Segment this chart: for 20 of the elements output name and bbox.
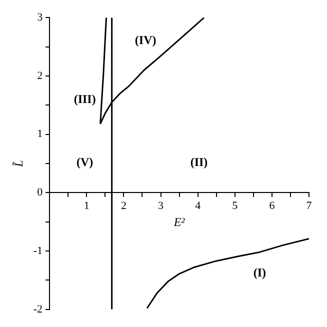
- y-axis-title: L̃: [11, 160, 26, 168]
- y-tick-label: 0: [37, 186, 44, 199]
- y-tick-label: -2: [33, 303, 43, 316]
- y-tick-label: 1: [37, 128, 43, 140]
- annotation: (I): [253, 265, 266, 280]
- x-tick-label: 7: [306, 200, 312, 212]
- x-tick-label: 2: [120, 200, 126, 212]
- y-tick-label: -1: [33, 244, 43, 257]
- x-axis-title: E²: [172, 215, 186, 230]
- annotation: (II): [190, 155, 208, 170]
- annotation: (III): [74, 92, 96, 106]
- annotation: (IV): [134, 33, 156, 48]
- x-tick-label: 6: [269, 200, 276, 212]
- x-tick-label: 4: [195, 200, 202, 212]
- y-tick-label: 2: [37, 70, 43, 82]
- annotation: (V): [76, 155, 94, 170]
- x-tick-label: 3: [158, 200, 164, 212]
- x-tick-label: 5: [232, 200, 238, 212]
- y-tick-label: 3: [37, 11, 44, 24]
- x-tick-label: 1: [84, 200, 90, 212]
